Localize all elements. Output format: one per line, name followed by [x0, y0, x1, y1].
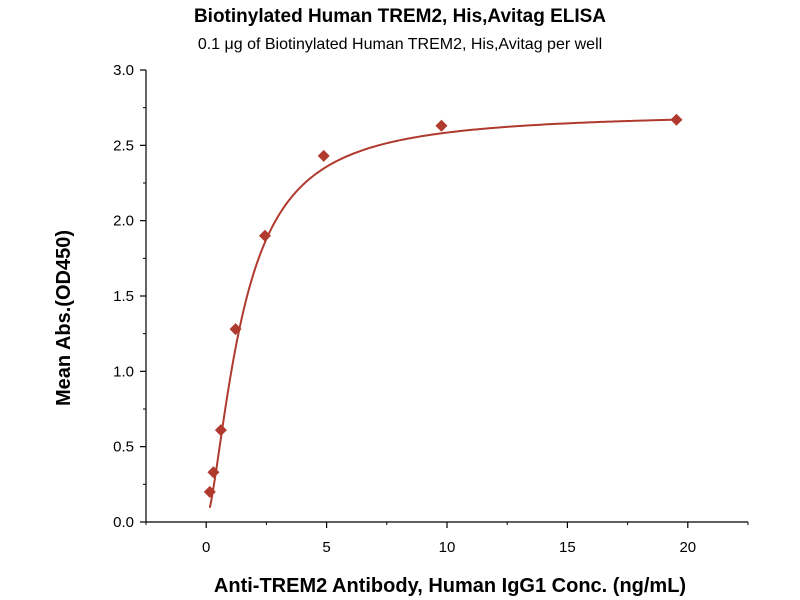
y-tick-label: 0.5	[113, 439, 134, 456]
axes: 0.0 0.5 1.0 1.5 2.0 2.5 3.0 0 5 10 15 20	[113, 62, 749, 556]
y-tick-label: 1.5	[113, 288, 134, 305]
x-tick-label: 10	[439, 539, 456, 556]
y-tick-label: 1.0	[113, 363, 134, 380]
data-point	[229, 323, 242, 336]
data-point	[207, 466, 220, 479]
data-point	[258, 229, 271, 242]
chart-subtitle: 0.1 μg of Biotinylated Human TREM2, His,…	[197, 36, 603, 53]
y-axis-label: Mean Abs.(OD450)	[53, 230, 75, 406]
x-tick-label: 20	[679, 539, 696, 556]
chart-title: Biotinylated Human TREM2, His,Avitag ELI…	[193, 6, 607, 27]
fit-curve-layer	[208, 118, 676, 509]
y-tick-label: 0.0	[113, 514, 134, 531]
y-tick-label: 2.5	[113, 137, 134, 154]
fit-curve	[208, 118, 676, 509]
data-point	[670, 113, 683, 126]
data-point	[203, 485, 216, 498]
data-point	[435, 119, 448, 132]
y-tick-label: 3.0	[113, 62, 134, 79]
x-axis-label: Anti-TREM2 Antibody, Human IgG1 Conc. (n…	[214, 575, 686, 597]
data-points-layer	[203, 113, 683, 498]
x-tick-label: 0	[202, 539, 210, 556]
data-point	[214, 424, 227, 437]
x-tick-label: 5	[322, 539, 330, 556]
data-point	[317, 149, 330, 162]
y-tick-label: 2.0	[113, 213, 134, 230]
x-tick-label: 15	[559, 539, 576, 556]
